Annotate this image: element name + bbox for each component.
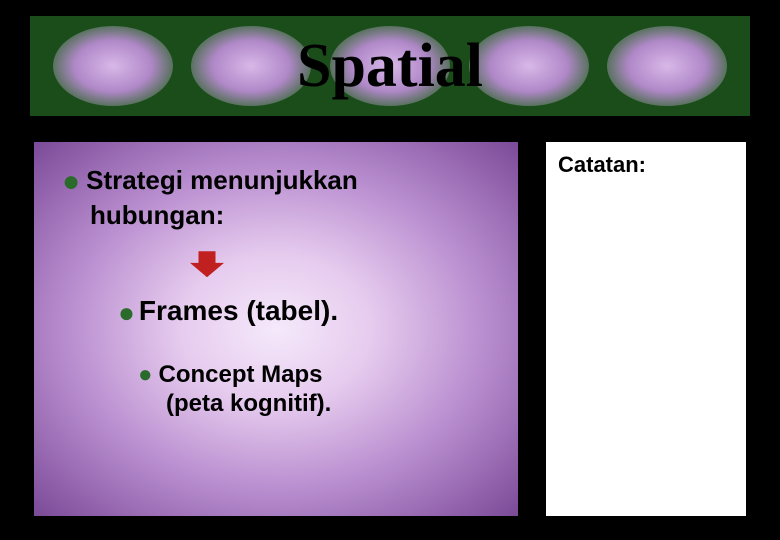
bullet-concept-maps-cont: (peta kognitif). (166, 390, 498, 418)
notes-panel: Catatan: (542, 138, 750, 520)
bullet-dot-icon: ● (138, 361, 153, 388)
bead (469, 26, 589, 106)
bullet-strategi-cont: hubungan: (90, 200, 498, 231)
main-content-panel: ●Strategi menunjukkan hubungan: ●Frames … (30, 138, 522, 520)
bullet-strategi: ●Strategi menunjukkan (62, 164, 498, 200)
bead (53, 26, 173, 106)
bead (607, 26, 727, 106)
bullet-concept-maps: ●Concept Maps (138, 361, 498, 390)
bullet-dot-icon: ● (118, 297, 135, 328)
bullet-text: Concept Maps (159, 361, 323, 388)
title-banner: Spatial (30, 16, 750, 116)
bullet-text: Frames (tabel). (139, 295, 338, 326)
bullet-dot-icon: ● (62, 165, 80, 198)
page-title: Spatial (297, 31, 483, 102)
bullet-text: Strategi menunjukkan (86, 165, 358, 195)
bullet-frames: ●Frames (tabel). (118, 295, 498, 329)
down-arrow-icon (190, 251, 498, 277)
bead (191, 26, 311, 106)
notes-title: Catatan: (558, 152, 734, 178)
